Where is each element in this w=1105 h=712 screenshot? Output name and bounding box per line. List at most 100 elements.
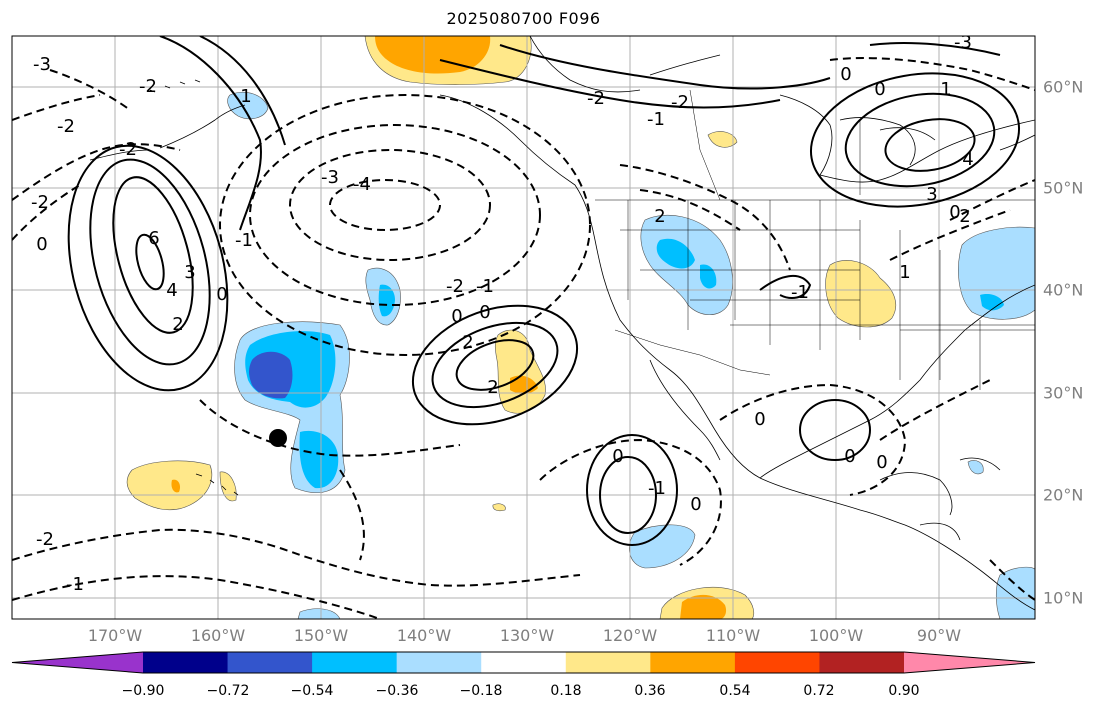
contour-label: 2 — [654, 206, 665, 227]
contour-label: -1 — [66, 574, 84, 595]
contour-label: 2 — [172, 314, 183, 335]
colorbar-swatch — [819, 652, 905, 673]
contour-label: 0 — [876, 452, 887, 473]
contour-label: -2 — [31, 192, 49, 213]
colorbar-extend-min — [12, 652, 143, 673]
colorbar-tick-label: 0.36 — [634, 683, 666, 699]
map-frame — [11, 35, 1036, 620]
contour-label: -2 — [671, 92, 689, 113]
negative-anomaly-area — [297, 608, 341, 619]
colorbar-tick-label: −0.54 — [290, 683, 334, 699]
contour-label: 0 — [479, 302, 490, 323]
lon-label: 150°W — [293, 626, 349, 645]
contour-label: 3 — [184, 262, 195, 283]
positive-anomaly-area — [375, 36, 491, 74]
map-panel — [12, 36, 1035, 619]
location-marker — [269, 429, 287, 447]
contour-label: 0 — [216, 284, 227, 305]
contour-label: -2 — [57, 116, 75, 137]
contour-label: -1 — [647, 109, 665, 130]
contour-label: 2 — [487, 377, 498, 398]
contour-label: 6 — [148, 228, 159, 249]
contour-label: 0 — [690, 494, 701, 515]
colorbar-outline — [11, 651, 1036, 674]
contour-label: 0 — [451, 306, 462, 327]
lon-label: 100°W — [808, 626, 864, 645]
positive-anomaly-area — [680, 594, 727, 619]
negative-anomaly-area — [995, 566, 1035, 619]
lat-label: 50°N — [1043, 178, 1084, 198]
contour-label: 0 — [840, 64, 851, 85]
lat-label: 30°N — [1043, 383, 1084, 403]
contour-label: -2 — [119, 139, 137, 160]
contour-label: 0 — [874, 79, 885, 100]
positive-anomaly-area — [707, 131, 738, 148]
positive-anomaly-area — [171, 479, 181, 493]
positive-anomaly-area — [219, 471, 237, 502]
contour-label: -1 — [648, 478, 666, 499]
contour-label: -2 — [139, 76, 157, 97]
colorbar-swatch — [650, 652, 736, 673]
contour-label: 0 — [754, 409, 765, 430]
contours-dashed — [12, 57, 1035, 619]
contour-label: 0 — [612, 446, 623, 467]
contour-label: -1 — [791, 282, 809, 303]
colorbar-tick-label: −0.36 — [375, 683, 419, 699]
borders — [595, 89, 1035, 390]
contour-label: 0 — [36, 234, 47, 255]
positive-anomaly-area — [126, 460, 213, 511]
contour-label: 1 — [240, 86, 251, 107]
negative-anomaly-area — [656, 238, 695, 269]
colorbar-swatch — [734, 652, 820, 673]
colorbar — [11, 651, 1036, 674]
colorbar-swatch — [565, 652, 651, 673]
contour-label: 1 — [899, 262, 910, 283]
contour-label: 2 — [462, 332, 473, 353]
negative-anomaly-area — [980, 294, 1004, 311]
negative-anomaly-area — [967, 460, 984, 475]
contour-label: -2 — [587, 88, 605, 109]
colorbar-swatch — [396, 652, 482, 673]
contour-labels: -3 -2 -2 -2 -2 -3 -4 -2 -1 0 0 2 2 1 0 2… — [31, 36, 974, 595]
negative-anomaly-area — [249, 351, 293, 399]
contour-label: -2 — [36, 529, 54, 550]
colorbar-swatch — [227, 652, 313, 673]
colorbar-swatch — [143, 652, 229, 673]
colorbar-tick-label: 0.54 — [719, 683, 751, 699]
lon-label: 130°W — [499, 626, 555, 645]
positive-anomaly-area — [492, 503, 506, 512]
lon-label: 140°W — [396, 626, 452, 645]
contour-label: -3 — [321, 167, 339, 188]
negative-anomaly-area — [378, 284, 395, 317]
shaded-anomalies — [126, 36, 1035, 619]
lat-label: 10°N — [1043, 588, 1084, 608]
contour-label: 4 — [962, 149, 973, 170]
negative-anomaly-area — [958, 226, 1035, 320]
contours-solid — [67, 36, 1021, 546]
lon-label: 170°W — [87, 626, 143, 645]
contour-label: -2 — [446, 276, 464, 297]
lon-label: 90°W — [916, 626, 962, 645]
lon-label: 120°W — [602, 626, 658, 645]
contour-label: 1 — [940, 79, 951, 100]
colorbar-tick-label: −0.90 — [121, 683, 165, 699]
contour-label: 2 — [959, 206, 970, 227]
contour-label: -1 — [476, 276, 494, 297]
colorbar-tick-label: 0.72 — [803, 683, 835, 699]
lat-label: 20°N — [1043, 485, 1084, 505]
lon-label: 160°W — [190, 626, 246, 645]
colorbar-extend-max — [904, 652, 1035, 673]
contour-label: -3 — [33, 54, 51, 75]
colorbar-tick-label: −0.72 — [206, 683, 250, 699]
lat-label: 60°N — [1043, 77, 1084, 97]
lat-label: 40°N — [1043, 280, 1084, 300]
colorbar-tick-label: 0.90 — [888, 683, 920, 699]
negative-anomaly-area — [700, 264, 717, 289]
map-title: 2025080700 F096 — [446, 9, 601, 28]
positive-anomaly-area — [825, 260, 896, 328]
contour-label: 4 — [166, 280, 177, 301]
colorbar-tick-label: 0.18 — [550, 683, 582, 699]
contour-label: 3 — [926, 184, 937, 205]
contour-label: -4 — [353, 174, 371, 195]
